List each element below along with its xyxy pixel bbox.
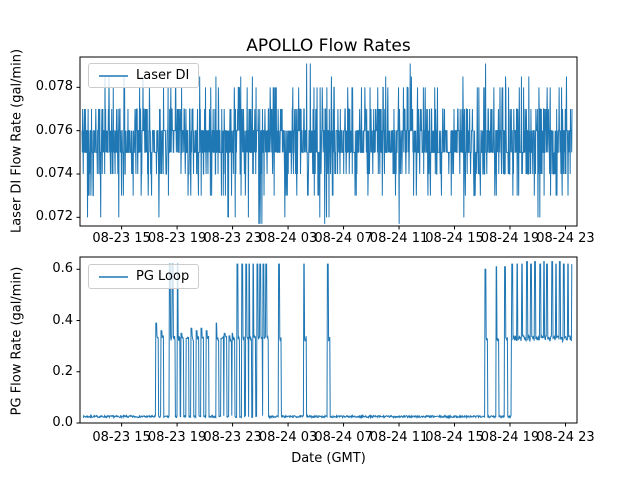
laser-di-y-axis-label: Laser DI Flow Rate (gal/min) <box>9 48 25 234</box>
axis-ticks <box>76 86 566 230</box>
axis-ticks <box>76 268 566 427</box>
x-tick-label: 08-24 03 <box>258 231 318 246</box>
x-tick-label: 08-24 19 <box>480 430 540 445</box>
y-tick-label: 0.4 <box>52 312 73 328</box>
x-tick-label: 08-23 15 <box>92 231 151 246</box>
y-tick-label: 0.078 <box>35 79 73 95</box>
legend-laser-di: Laser DI <box>88 63 200 88</box>
x-axis-label: Date (GMT) <box>291 451 366 466</box>
x-tick-label: 08-24 23 <box>536 430 595 445</box>
axes-frame <box>79 56 578 227</box>
y-tick-label: 0.2 <box>52 363 73 379</box>
legend-line-icon <box>99 275 128 278</box>
x-tick-label: 08-23 15 <box>92 430 151 445</box>
y-tick-label: 0.074 <box>35 166 73 181</box>
legend-pg-loop: PG Loop <box>88 264 200 289</box>
figure-title: APOLLO Flow Rates <box>246 36 411 56</box>
y-tick-label: 0.072 <box>35 209 73 225</box>
laser-di-line <box>81 63 573 224</box>
x-tick-label: 08-24 07 <box>314 231 373 246</box>
x-tick-label: 08-24 23 <box>536 231 595 246</box>
legend-line-icon <box>99 74 128 77</box>
y-tick-label: 0.6 <box>52 261 73 277</box>
x-tick-label: 08-24 15 <box>425 231 484 246</box>
x-tick-label: 08-23 23 <box>203 231 262 246</box>
pg-loop-y-axis-label: PG Flow Rate (gal/min) <box>9 266 25 416</box>
x-tick-label: 08-23 19 <box>147 231 207 246</box>
legend-label-pg-loop: PG Loop <box>136 269 190 284</box>
y-tick-label: 0.0 <box>52 415 73 430</box>
x-tick-label: 08-24 03 <box>258 430 318 445</box>
x-tick-label: 08-23 23 <box>203 430 262 445</box>
x-tick-label: 08-23 19 <box>147 430 207 445</box>
y-tick-label: 0.076 <box>35 122 73 138</box>
axes-frame <box>79 256 578 424</box>
x-tick-label: 08-24 19 <box>480 231 540 246</box>
pg-loop-line <box>82 261 573 420</box>
x-tick-label: 08-24 15 <box>425 430 484 445</box>
x-tick-label: 08-24 11 <box>369 430 429 445</box>
x-tick-label: 08-24 11 <box>369 231 429 246</box>
legend-label-laser-di: Laser DI <box>136 68 190 83</box>
x-tick-label: 08-24 07 <box>314 430 373 445</box>
